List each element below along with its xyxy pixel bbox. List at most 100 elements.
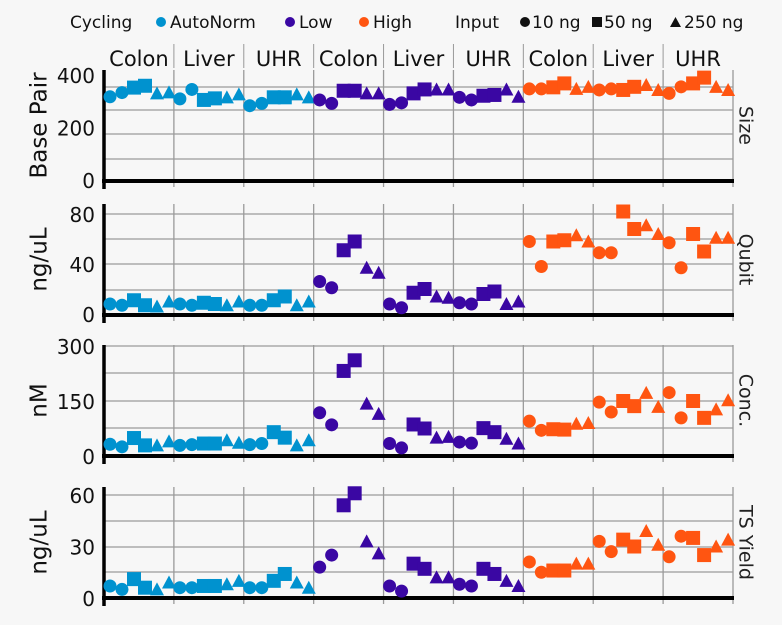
- point-autonorm-colon-triangle: [150, 86, 164, 100]
- point-low-uhr-triangle: [511, 578, 526, 592]
- point-high-liver-circle: [604, 246, 618, 260]
- row-strip-label: TS Yield: [735, 504, 757, 580]
- point-low-liver-circle: [395, 96, 409, 110]
- point-low-uhr-square: [487, 284, 502, 299]
- point-high-liver-triangle: [639, 524, 654, 538]
- point-low-uhr-circle: [452, 577, 466, 591]
- point-low-uhr-square: [476, 421, 491, 436]
- y-axis-title: ng/uL: [27, 510, 53, 575]
- point-high-liver-circle: [592, 246, 606, 260]
- point-low-liver-circle: [395, 441, 409, 455]
- point-autonorm-uhr-square: [266, 425, 281, 440]
- point-high-colon-square: [546, 234, 561, 249]
- point-high-colon-triangle: [569, 556, 584, 570]
- point-autonorm-colon-circle: [115, 582, 129, 596]
- legend-square-icon: [592, 17, 602, 27]
- point-autonorm-colon-triangle: [150, 582, 164, 596]
- point-autonorm-colon-triangle: [150, 299, 164, 313]
- y-tick-label: 0: [82, 445, 95, 469]
- legend-triangle-icon: [670, 17, 681, 27]
- legend-250ng: 250 ng: [684, 13, 743, 33]
- point-low-colon-circle: [313, 93, 327, 107]
- legend-autonorm-swatch: [156, 17, 166, 27]
- point-high-liver-triangle: [651, 537, 666, 551]
- point-low-uhr-square: [487, 566, 502, 581]
- y-tick-label: 80: [70, 203, 95, 227]
- point-high-liver-circle: [604, 545, 618, 559]
- point-high-liver-circle: [592, 83, 606, 97]
- point-autonorm-liver-square: [207, 578, 222, 593]
- point-autonorm-uhr-circle: [255, 581, 269, 595]
- point-high-liver-square: [627, 79, 642, 94]
- point-autonorm-uhr-circle: [243, 581, 257, 595]
- point-low-uhr-triangle: [499, 431, 514, 445]
- strip-label-colon: Colon: [529, 47, 589, 71]
- point-autonorm-liver-circle: [173, 92, 187, 106]
- point-autonorm-colon-square: [138, 78, 152, 93]
- point-low-colon-square: [347, 234, 362, 249]
- point-high-liver-square: [627, 539, 642, 554]
- point-low-colon-square: [347, 353, 362, 368]
- y-tick-label: 150: [57, 390, 95, 414]
- row-strip-label: Conc.: [735, 374, 757, 427]
- point-high-uhr-square: [697, 410, 712, 425]
- point-high-uhr-square: [686, 227, 701, 241]
- point-high-colon-triangle: [581, 416, 596, 429]
- point-autonorm-colon-square: [138, 438, 152, 453]
- point-high-uhr-circle: [662, 86, 676, 100]
- point-high-colon-square: [546, 563, 561, 578]
- point-high-colon-triangle: [581, 79, 596, 93]
- point-high-liver-triangle: [639, 77, 654, 91]
- point-autonorm-uhr-square: [277, 566, 292, 581]
- point-low-colon-circle: [325, 96, 339, 110]
- point-low-liver-triangle: [441, 82, 456, 96]
- point-low-colon-circle: [313, 406, 327, 420]
- point-autonorm-uhr-triangle: [301, 294, 316, 308]
- point-high-colon-circle: [522, 82, 536, 96]
- point-low-colon-square: [347, 486, 362, 501]
- point-autonorm-colon-triangle: [150, 438, 164, 452]
- point-low-liver-circle: [395, 584, 409, 598]
- point-high-liver-triangle: [639, 218, 654, 232]
- point-autonorm-uhr-circle: [243, 99, 257, 113]
- point-high-colon-square: [557, 76, 572, 91]
- point-autonorm-liver-circle: [173, 438, 187, 452]
- y-tick-label: 30: [70, 536, 95, 560]
- point-autonorm-colon-circle: [103, 90, 117, 104]
- point-high-colon-triangle: [569, 416, 584, 430]
- strip-label-colon: Colon: [319, 47, 379, 71]
- point-high-uhr-triangle: [709, 230, 724, 244]
- point-low-uhr-triangle: [511, 294, 526, 308]
- point-low-colon-square: [336, 83, 351, 98]
- strip-label-uhr: UHR: [675, 47, 721, 71]
- point-high-colon-triangle: [569, 228, 584, 242]
- point-low-liver-square: [406, 285, 421, 300]
- legend-circle-icon: [520, 17, 530, 27]
- legend: Cycling AutoNorm Low High Input 10 ng 50…: [70, 13, 743, 33]
- point-low-colon-triangle: [371, 86, 386, 100]
- point-low-colon-triangle: [359, 86, 374, 100]
- point-autonorm-liver-triangle: [219, 433, 234, 447]
- point-low-liver-square: [417, 421, 432, 436]
- point-low-colon-triangle: [359, 260, 374, 274]
- point-high-uhr-triangle: [709, 79, 724, 93]
- point-low-uhr-triangle: [499, 297, 514, 310]
- point-autonorm-uhr-triangle: [301, 580, 316, 594]
- point-high-colon-triangle: [569, 81, 584, 95]
- point-low-colon-square: [336, 363, 351, 378]
- point-autonorm-colon-circle: [103, 297, 117, 311]
- legend-low: Low: [299, 13, 333, 33]
- strip-label-liver: Liver: [393, 47, 445, 71]
- point-autonorm-liver-triangle: [219, 90, 234, 104]
- point-low-liver-square: [417, 82, 432, 97]
- point-autonorm-uhr-triangle: [289, 575, 304, 589]
- point-low-colon-triangle: [359, 534, 374, 548]
- point-low-colon-square: [336, 498, 351, 513]
- point-autonorm-liver-square: [196, 578, 211, 593]
- legend-autonorm: AutoNorm: [170, 13, 256, 33]
- point-high-uhr-triangle: [709, 402, 724, 416]
- point-low-uhr-square: [476, 88, 491, 103]
- point-high-liver-triangle: [651, 399, 666, 413]
